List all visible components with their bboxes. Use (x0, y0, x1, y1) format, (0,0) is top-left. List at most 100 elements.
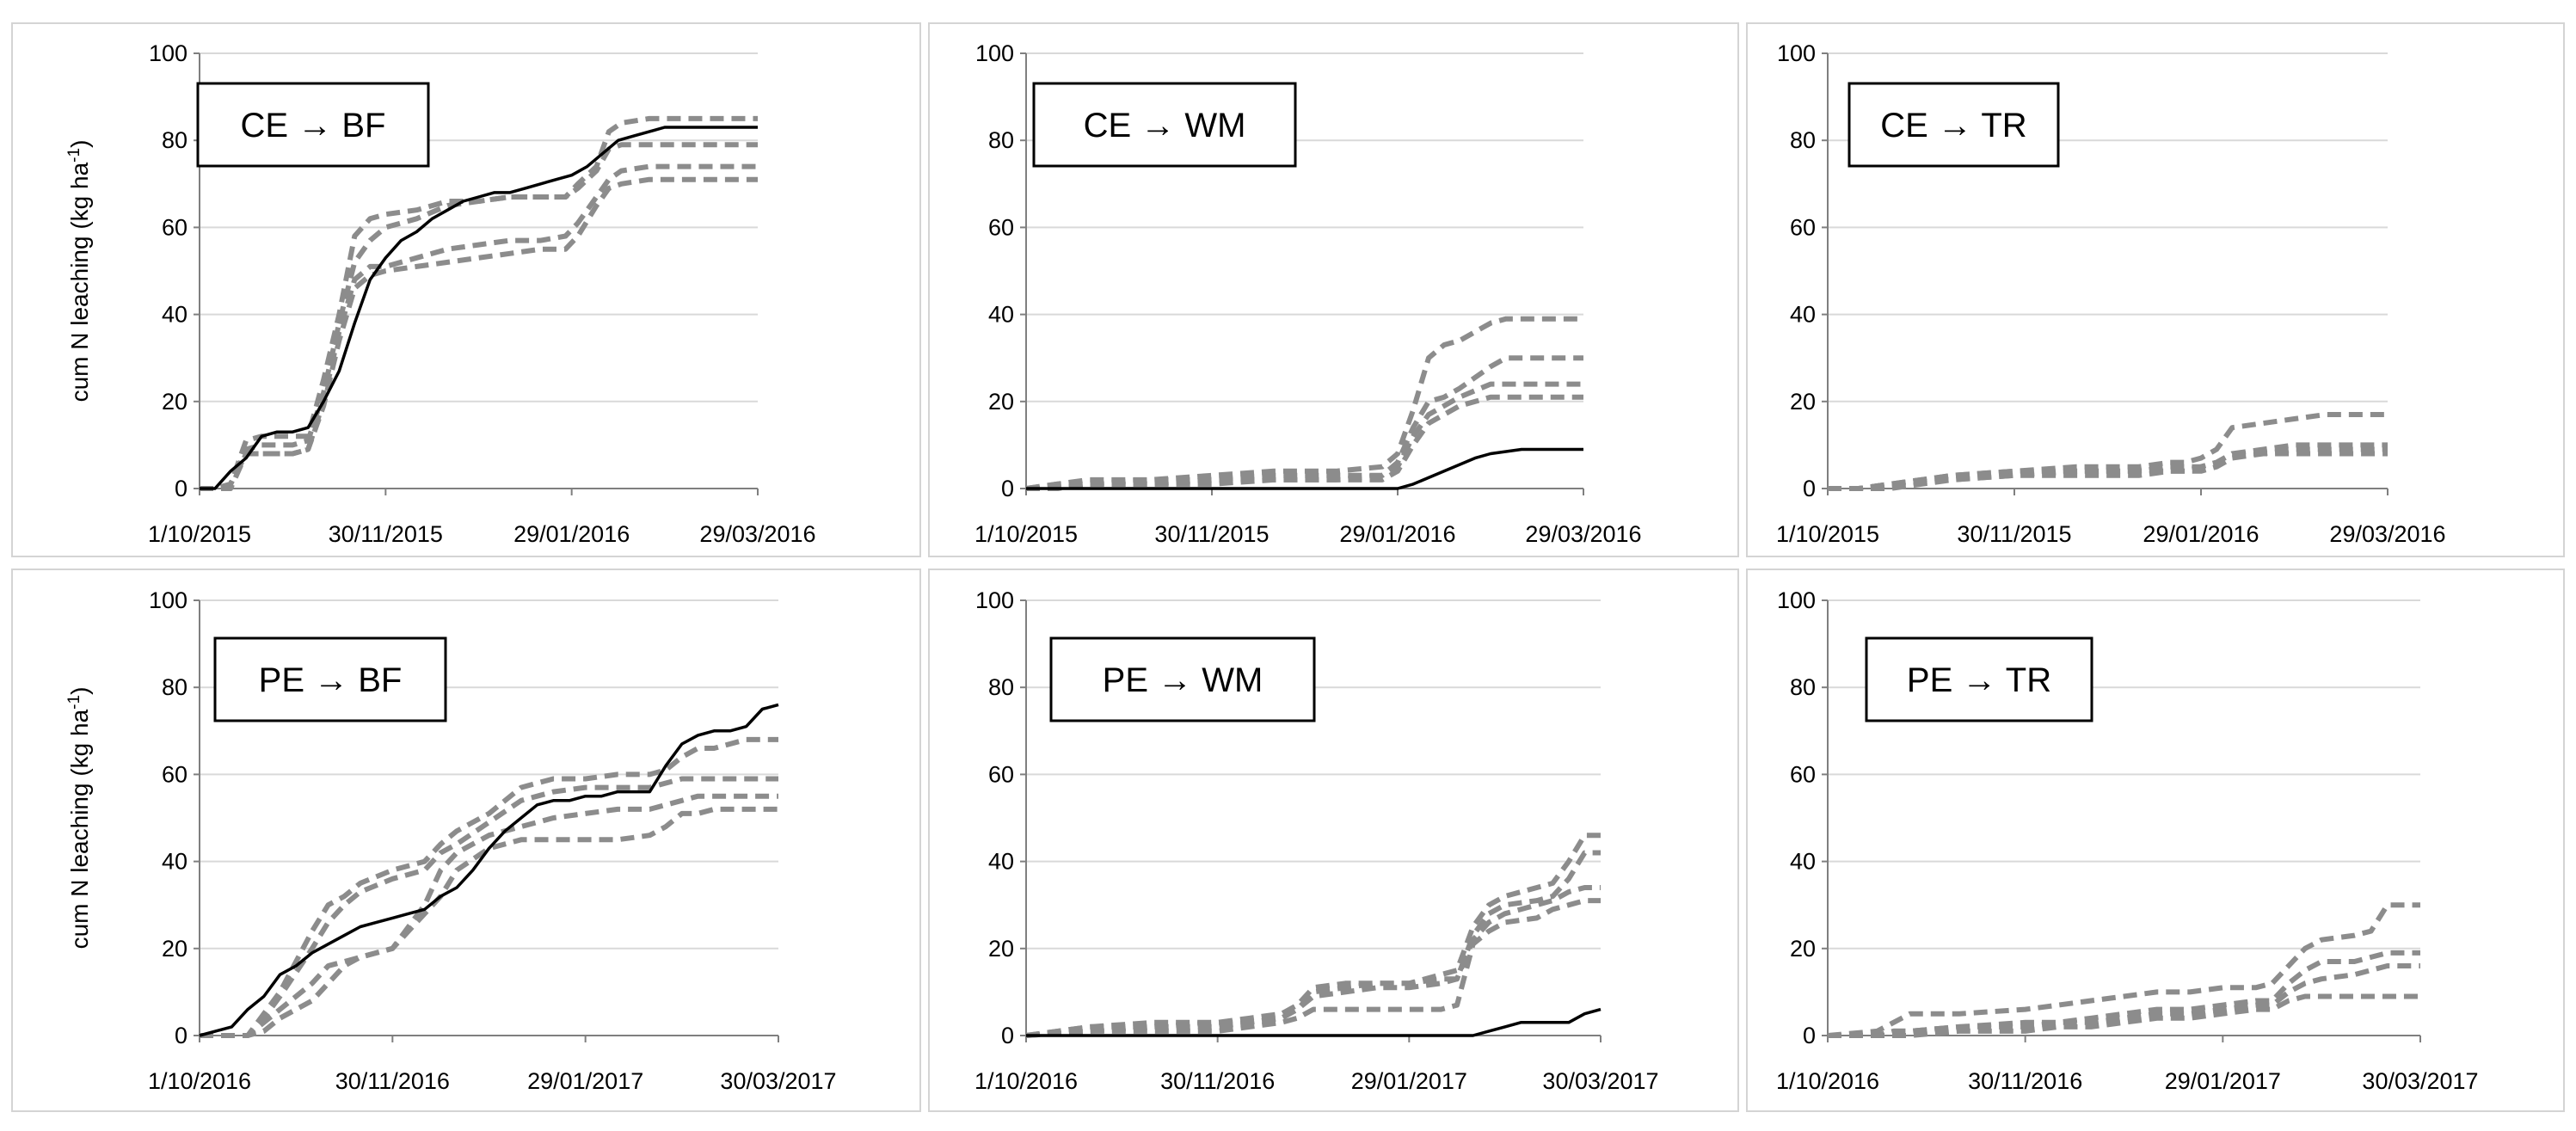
x-tick-label: 29/01/2016 (1339, 521, 1455, 547)
x-tick-label: 1/10/2016 (974, 1068, 1078, 1094)
x-tick-label: 30/11/2015 (1957, 521, 2071, 547)
x-tick-label: 29/03/2016 (2329, 521, 2445, 547)
y-tick-label: 40 (988, 302, 1014, 328)
y-tick-label: 0 (1001, 1023, 1014, 1048)
simulated-series-line-1 (1827, 902, 2420, 1038)
y-tick-label: 20 (1790, 389, 1816, 415)
y-tick-label: 60 (988, 761, 1014, 787)
simulated-series-line-2 (1025, 850, 1601, 1038)
y-tick-label: 80 (1790, 674, 1816, 700)
y-tick-label: 100 (1777, 40, 1816, 66)
x-tick-label: 1/10/2015 (974, 521, 1078, 547)
x-tick-label: 1/10/2015 (1776, 521, 1879, 547)
simulated-series-line-4 (200, 176, 758, 491)
simulated-series-line-2 (200, 776, 778, 1038)
panel-title-box (1049, 636, 1316, 722)
panel-title-box (1847, 82, 2060, 168)
panel-title: PE → WM (1103, 661, 1263, 699)
y-tick-label: 100 (149, 40, 188, 66)
y-tick-label: 20 (162, 936, 188, 962)
panel-title: CE → TR (1880, 107, 2026, 144)
simulated-series-line-3 (1828, 963, 2420, 1038)
panel-title: PE → TR (1907, 661, 2051, 699)
chart-panel: 0 20 40 60 80 100 1/10/2015 30/11/2015 29/01/201… (11, 22, 921, 557)
simulated-series-line-3 (1025, 885, 1601, 1038)
simulated-series-line-4 (1025, 898, 1601, 1038)
y-tick-label: 0 (1803, 1023, 1816, 1048)
simulated-series-line-4 (1828, 451, 2388, 491)
y-axis-title-close: ) (66, 140, 93, 148)
chart-panel: 0 20 40 60 80 100 1/10/2016 30/11/2016 29/01/201… (11, 569, 921, 1112)
chart-panel: 0 20 40 60 80 100 1/10/2016 30/11/2016 29/01/201… (1746, 569, 2565, 1112)
y-axis-title-close: ) (66, 687, 93, 695)
x-tick-label: 1/10/2016 (1776, 1068, 1879, 1094)
x-tick-label: 30/11/2016 (1968, 1068, 2082, 1094)
x-tick-label: 30/11/2016 (1160, 1068, 1275, 1094)
simulated-series-line-4 (1026, 394, 1583, 491)
x-tick-label: 29/01/2017 (527, 1068, 643, 1094)
y-tick-label: 0 (175, 476, 188, 501)
y-tick-label: 60 (1790, 214, 1816, 240)
y-axis-title-superscript: -1 (65, 148, 83, 163)
x-tick-label: 29/01/2016 (2143, 521, 2259, 547)
x-tick-label: 30/03/2017 (720, 1068, 836, 1094)
panel-frame (11, 22, 921, 557)
y-tick-label: 20 (988, 936, 1014, 962)
y-tick-label: 0 (1001, 476, 1014, 501)
chart-panel: 0 20 40 60 80 100 1/10/2015 30/11/2015 29/01/201… (928, 22, 1739, 557)
panel-title-box (196, 82, 430, 168)
chart-panel: 0 20 40 60 80 100 1/10/2015 30/11/2015 29/01/201… (1746, 22, 2565, 557)
y-tick-label: 40 (988, 849, 1014, 875)
y-axis-title: cum N leaching (kg ha-1) (65, 687, 93, 950)
simulated-series-line-4 (1828, 993, 2420, 1038)
x-tick-label: 29/01/2016 (513, 521, 630, 547)
panel-title: PE → BF (259, 661, 403, 699)
x-tick-label: 30/11/2015 (329, 521, 443, 547)
y-tick-label: 80 (988, 127, 1014, 153)
y-tick-label: 0 (175, 1023, 188, 1048)
y-tick-label: 40 (162, 849, 188, 875)
y-tick-label: 60 (988, 214, 1014, 240)
y-tick-label: 40 (1790, 849, 1816, 875)
panel-title-box (213, 636, 447, 722)
simulated-series-line-3 (200, 163, 758, 491)
y-tick-label: 60 (162, 761, 188, 787)
panel-title: CE → WM (1084, 107, 1246, 144)
x-tick-label: 29/01/2017 (1351, 1068, 1467, 1094)
y-tick-label: 100 (975, 40, 1014, 66)
y-axis-title-main: cum N leaching (kg ha (66, 709, 93, 949)
x-tick-label: 30/03/2017 (1542, 1068, 1658, 1094)
simulated-series-line-3 (200, 793, 778, 1038)
observed-series-line (200, 126, 758, 490)
y-tick-label: 20 (1790, 936, 1816, 962)
y-tick-label: 0 (1803, 476, 1816, 501)
x-tick-label: 1/10/2016 (148, 1068, 251, 1094)
y-axis-title: cum N leaching (kg ha-1) (65, 140, 93, 403)
panel-title-box (1865, 636, 2093, 722)
chart-panel: 0 20 40 60 80 100 1/10/2016 30/11/2016 29/01/201… (928, 569, 1739, 1112)
observed-series-line (1026, 1007, 1602, 1037)
panel-title: CE → BF (241, 107, 386, 144)
y-tick-label: 80 (162, 674, 188, 700)
x-tick-label: 29/01/2017 (2165, 1068, 2281, 1094)
y-tick-label: 80 (1790, 127, 1816, 153)
y-tick-label: 40 (162, 302, 188, 328)
y-tick-label: 100 (975, 587, 1014, 613)
x-tick-label: 29/03/2016 (1525, 521, 1641, 547)
x-tick-label: 1/10/2015 (148, 521, 251, 547)
y-tick-label: 80 (988, 674, 1014, 700)
y-tick-label: 60 (162, 214, 188, 240)
x-tick-label: 30/11/2016 (335, 1068, 450, 1094)
y-tick-label: 40 (1790, 302, 1816, 328)
x-tick-label: 30/03/2017 (2362, 1068, 2478, 1094)
panel-title-box (1032, 82, 1297, 168)
y-tick-label: 60 (1790, 761, 1816, 787)
y-tick-label: 20 (162, 389, 188, 415)
y-axis-title-superscript: -1 (65, 695, 83, 710)
x-tick-label: 30/11/2015 (1154, 521, 1269, 547)
observed-series-line (199, 703, 779, 1037)
observed-series-line (1026, 447, 1583, 490)
y-axis-title-main: cum N leaching (kg ha (66, 162, 93, 402)
y-tick-label: 100 (1777, 587, 1816, 613)
